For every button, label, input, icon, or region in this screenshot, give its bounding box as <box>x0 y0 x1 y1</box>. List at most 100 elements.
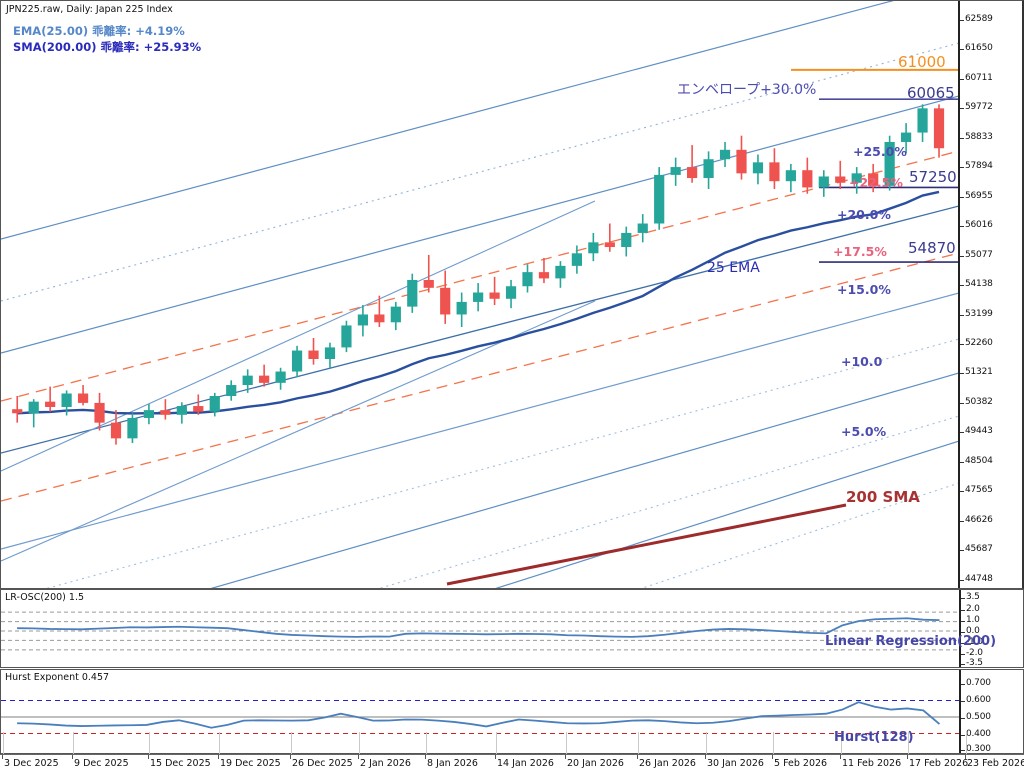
tick-mark <box>960 20 964 21</box>
hurst-tick-label: 0.700 <box>966 678 991 688</box>
candlestick <box>621 226 632 257</box>
lr-tick: -1.0 <box>961 637 1024 647</box>
candle-body <box>505 286 517 299</box>
hurst-vertical-gridline <box>3 732 4 754</box>
price-plot-area[interactable] <box>1 1 958 588</box>
candle-body <box>736 149 747 174</box>
candle-body <box>588 242 599 254</box>
envelope-band-3 <box>1 150 958 402</box>
time-tick-mark <box>565 755 566 759</box>
candlestick <box>94 392 105 431</box>
lr-tick: 2.0 <box>961 604 1024 614</box>
time-tick-label: 19 Dec 2025 <box>220 758 281 769</box>
lr-plot-area[interactable] <box>1 590 959 667</box>
hurst-vertical-gridline <box>966 732 967 754</box>
price-tick: 50382 <box>960 397 1024 407</box>
tick-mark <box>961 684 965 685</box>
price-tick: 49443 <box>960 426 1024 436</box>
lr-oscillator-panel[interactable]: LR-OSC(200) 1.5 Linear Regression(200) 3… <box>0 589 1024 668</box>
level-label-54870: 54870 <box>908 239 956 257</box>
hurst-vertical-gridline <box>219 732 220 754</box>
hurst-tick-label: 0.400 <box>966 729 991 739</box>
hurst-exponent-panel[interactable]: Hurst Exponent 0.457 Hurst(128) 0.700 0.6… <box>0 669 1024 754</box>
tick-mark <box>960 196 964 198</box>
tick-mark <box>960 550 964 552</box>
time-tick-label: 5 Feb 2026 <box>774 758 828 769</box>
tick-mark <box>960 432 964 434</box>
time-tick-label: 14 Jan 2026 <box>497 758 554 769</box>
candlestick <box>637 214 648 243</box>
tick-mark <box>960 255 964 257</box>
candle-body <box>802 170 813 188</box>
price-tick: 61650 <box>960 43 1024 53</box>
price-tick: 52260 <box>960 338 1024 348</box>
time-tick-mark <box>840 755 841 759</box>
hurst-tick: 0.600 <box>961 695 1024 705</box>
time-tick-label: 26 Jan 2026 <box>639 758 696 769</box>
candlestick <box>423 254 434 293</box>
price-axis[interactable]: 62589 61650 60711 59772 58833 57894 56955 56016… <box>958 1 1022 588</box>
candlestick <box>522 264 533 293</box>
envelope-22-5-label: +22.5% <box>849 175 903 190</box>
tick-mark <box>960 49 964 51</box>
time-tick-mark <box>290 755 291 759</box>
tick-mark <box>961 632 965 633</box>
lr-chart-svg <box>1 611 959 651</box>
hurst-tick: 0.700 <box>961 678 1024 688</box>
price-tick-label: 57894 <box>965 161 993 172</box>
price-tick: 44748 <box>960 574 1024 584</box>
candlestick <box>176 402 187 424</box>
price-tick: 56955 <box>960 191 1024 201</box>
price-tick-label: 46626 <box>965 514 993 525</box>
candlestick <box>654 167 665 230</box>
candlestick <box>390 301 401 331</box>
lr-value-axis[interactable]: 3.5 2.0 1.0 0.0 -1.0 -2.0 -3.5 <box>959 590 1024 668</box>
price-tick-label: 49443 <box>965 426 993 437</box>
lr-tick-label: -3.5 <box>966 658 983 668</box>
candlestick <box>703 151 714 190</box>
hurst-vertical-gridline <box>638 732 639 754</box>
tick-mark <box>960 314 964 316</box>
candle-body <box>110 422 122 439</box>
candle-body <box>127 417 138 439</box>
hurst-vertical-gridline <box>149 732 150 754</box>
candle-body <box>12 409 23 414</box>
lr-tick: -2.0 <box>961 648 1024 658</box>
envelope-band-6 <box>1 292 958 550</box>
candle-body <box>226 385 237 397</box>
candlestick <box>407 273 418 313</box>
candlestick <box>769 148 780 190</box>
candle-body <box>884 141 895 186</box>
hurst-value-axis[interactable]: 0.700 0.600 0.500 0.400 0.300 <box>959 670 1024 754</box>
candlestick <box>835 160 846 190</box>
candlestick <box>473 283 484 312</box>
candle-body <box>670 167 681 175</box>
tick-mark <box>961 610 965 611</box>
candlestick <box>242 369 253 393</box>
tick-mark <box>960 108 964 110</box>
candlestick <box>28 399 39 428</box>
candlestick <box>259 364 270 387</box>
candle-body <box>28 401 39 414</box>
candle-body <box>61 393 72 407</box>
hurst-vertical-gridline <box>773 732 774 754</box>
hurst-vertical-gridline <box>841 732 842 754</box>
hurst-tick: 0.300 <box>961 744 1024 754</box>
sma200-line <box>446 503 847 586</box>
hurst-plot-area[interactable] <box>1 670 959 753</box>
candle-body <box>489 292 500 299</box>
time-tick-mark <box>495 755 496 759</box>
envelope-band-10 <box>495 440 958 588</box>
lr-tick-label: 0.0 <box>966 626 980 636</box>
level-label-60065: 60065 <box>907 84 955 102</box>
price-tick: 59772 <box>960 102 1024 112</box>
candlestick <box>127 413 138 444</box>
price-chart-panel[interactable]: JPN225.raw, Daily: Japan 225 Index EMA(2… <box>0 0 1024 589</box>
time-axis[interactable]: 3 Dec 2025 9 Dec 2025 15 Dec 2025 19 Dec 20… <box>0 754 1024 773</box>
candle-body <box>209 396 220 412</box>
candlestick <box>719 141 731 168</box>
price-tick-label: 60711 <box>965 72 993 83</box>
price-tick: 55077 <box>960 250 1024 260</box>
candle-body <box>176 406 187 415</box>
candlestick <box>588 232 599 262</box>
